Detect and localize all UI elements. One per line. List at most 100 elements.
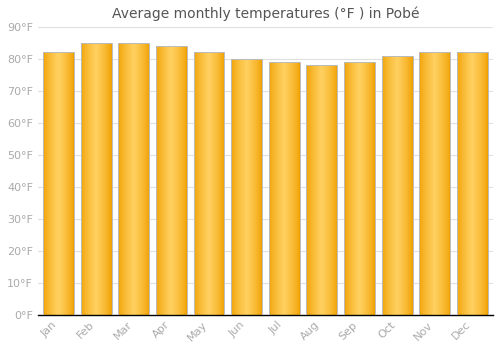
- Bar: [118, 43, 149, 315]
- Bar: [423, 52, 424, 315]
- Bar: [323, 65, 324, 315]
- Bar: [234, 59, 235, 315]
- Bar: [70, 52, 71, 315]
- Bar: [134, 43, 135, 315]
- Bar: [296, 62, 297, 315]
- Bar: [420, 52, 421, 315]
- Bar: [370, 62, 371, 315]
- Bar: [396, 56, 397, 315]
- Bar: [85, 43, 86, 315]
- Bar: [344, 62, 345, 315]
- Bar: [344, 62, 375, 315]
- Bar: [141, 43, 142, 315]
- Bar: [91, 43, 92, 315]
- Bar: [170, 46, 171, 315]
- Bar: [240, 59, 241, 315]
- Bar: [129, 43, 130, 315]
- Bar: [346, 62, 347, 315]
- Bar: [460, 52, 461, 315]
- Bar: [174, 46, 175, 315]
- Bar: [62, 52, 63, 315]
- Bar: [273, 62, 274, 315]
- Bar: [211, 52, 212, 315]
- Bar: [183, 46, 184, 315]
- Bar: [487, 52, 488, 315]
- Bar: [45, 52, 46, 315]
- Bar: [291, 62, 292, 315]
- Bar: [205, 52, 206, 315]
- Bar: [144, 43, 145, 315]
- Bar: [349, 62, 350, 315]
- Bar: [327, 65, 328, 315]
- Bar: [51, 52, 52, 315]
- Bar: [337, 65, 338, 315]
- Bar: [446, 52, 447, 315]
- Bar: [366, 62, 367, 315]
- Bar: [331, 65, 332, 315]
- Bar: [306, 65, 307, 315]
- Bar: [184, 46, 186, 315]
- Bar: [287, 62, 288, 315]
- Bar: [402, 56, 403, 315]
- Bar: [247, 59, 248, 315]
- Bar: [363, 62, 364, 315]
- Bar: [407, 56, 408, 315]
- Bar: [199, 52, 200, 315]
- Bar: [293, 62, 294, 315]
- Bar: [477, 52, 478, 315]
- Bar: [362, 62, 363, 315]
- Bar: [427, 52, 428, 315]
- Bar: [54, 52, 55, 315]
- Bar: [457, 52, 488, 315]
- Bar: [403, 56, 404, 315]
- Bar: [437, 52, 438, 315]
- Bar: [459, 52, 460, 315]
- Bar: [315, 65, 316, 315]
- Bar: [440, 52, 441, 315]
- Bar: [274, 62, 275, 315]
- Bar: [319, 65, 320, 315]
- Bar: [353, 62, 354, 315]
- Bar: [90, 43, 91, 315]
- Bar: [325, 65, 326, 315]
- Bar: [294, 62, 295, 315]
- Bar: [399, 56, 400, 315]
- Bar: [67, 52, 68, 315]
- Bar: [213, 52, 214, 315]
- Bar: [212, 52, 213, 315]
- Bar: [312, 65, 313, 315]
- Bar: [390, 56, 391, 315]
- Bar: [71, 52, 72, 315]
- Bar: [172, 46, 173, 315]
- Bar: [97, 43, 98, 315]
- Bar: [53, 52, 54, 315]
- Bar: [481, 52, 482, 315]
- Bar: [355, 62, 356, 315]
- Bar: [360, 62, 361, 315]
- Bar: [241, 59, 242, 315]
- Bar: [232, 59, 234, 315]
- Bar: [368, 62, 369, 315]
- Bar: [133, 43, 134, 315]
- Bar: [206, 52, 207, 315]
- Bar: [284, 62, 285, 315]
- Bar: [289, 62, 290, 315]
- Bar: [82, 43, 83, 315]
- Bar: [197, 52, 198, 315]
- Bar: [103, 43, 104, 315]
- Bar: [156, 46, 187, 315]
- Bar: [434, 52, 436, 315]
- Bar: [140, 43, 141, 315]
- Bar: [384, 56, 385, 315]
- Bar: [286, 62, 287, 315]
- Bar: [93, 43, 94, 315]
- Bar: [410, 56, 411, 315]
- Bar: [148, 43, 149, 315]
- Bar: [261, 59, 262, 315]
- Bar: [260, 59, 261, 315]
- Bar: [109, 43, 110, 315]
- Bar: [465, 52, 466, 315]
- Bar: [288, 62, 289, 315]
- Bar: [405, 56, 406, 315]
- Bar: [326, 65, 327, 315]
